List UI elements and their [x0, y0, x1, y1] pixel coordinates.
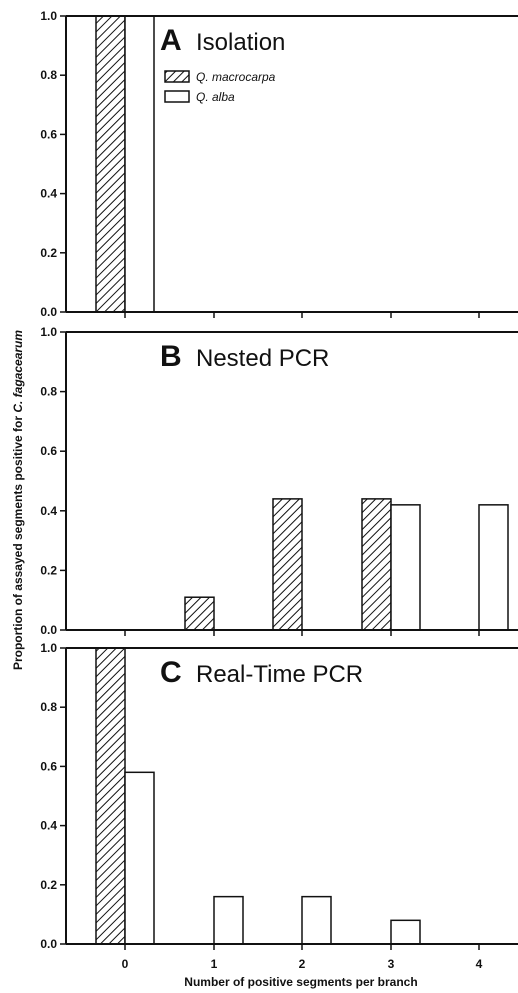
panel-title: Nested PCR	[196, 345, 329, 372]
x-axis-label: Number of positive segments per branch	[184, 975, 417, 989]
y-tick-label: 0.6	[40, 444, 57, 458]
bar-c-alba-3	[390, 919, 421, 945]
y-tick-label: 0.2	[40, 563, 57, 577]
legend-label-alba: Q. alba	[196, 90, 235, 104]
y-tick-label: 0.2	[40, 878, 57, 892]
bar-c-alba-2	[301, 895, 332, 945]
panel-a: 0.0 0.2 0.4 0.6 0.8 1.0 A Isolation	[40, 9, 518, 319]
y-tick-label: 0.6	[40, 759, 57, 773]
y-tick-label: 0.4	[40, 819, 57, 833]
y-tick-label: 0.8	[40, 385, 57, 399]
bar-c-alba-0	[124, 771, 155, 945]
panel-letter: B	[160, 340, 182, 373]
y-axis-label-species: C. fagacearum	[11, 330, 25, 413]
panel-letter: A	[160, 24, 182, 57]
x-tick-label: 2	[299, 957, 306, 971]
bar-a-macrocarpa-0	[95, 15, 126, 313]
legend-swatch-alba	[164, 90, 190, 103]
y-axis-label: Proportion of assayed segments positive …	[11, 330, 25, 670]
y-tick-label: 0.2	[40, 246, 57, 260]
panel-c: 0.0 0.2 0.4 0.6 0.8 1.0 0 1 2 3 4 C Real-Time PCR	[40, 641, 518, 971]
bar-b-macrocarpa-2	[272, 498, 303, 631]
bar-b-alba-3	[390, 504, 421, 631]
y-tick-label: 0.6	[40, 127, 57, 141]
legend: Q. macrocarpa Q. alba	[164, 70, 276, 104]
panel-title: Isolation	[196, 29, 285, 56]
legend-label-macrocarpa: Q. macrocarpa	[196, 70, 276, 84]
y-tick-label: 0.0	[40, 937, 57, 951]
y-tick-label: 1.0	[40, 325, 57, 339]
y-tick-label: 1.0	[40, 641, 57, 655]
bar-b-alba-4	[478, 504, 509, 631]
x-tick-label: 3	[388, 957, 395, 971]
x-tick-label: 1	[211, 957, 218, 971]
x-tick-label: 4	[476, 957, 483, 971]
y-tick-label: 0.4	[40, 187, 57, 201]
bar-c-alba-1	[213, 895, 244, 945]
y-tick-label: 0.0	[40, 623, 57, 637]
y-tick-label: 0.0	[40, 305, 57, 319]
chart-panels: 0.0 0.2 0.4 0.6 0.8 1.0 A Isolation 0.0 0.2 0.4 0.6…	[40, 9, 518, 971]
bar-a-alba-0	[124, 15, 155, 313]
y-axis-label-prefix: Proportion of assayed segments positive …	[11, 413, 25, 670]
bar-b-macrocarpa-3	[361, 498, 392, 631]
bar-b-macrocarpa-1	[184, 596, 215, 631]
y-tick-label: 0.8	[40, 68, 57, 82]
y-tick-label: 0.4	[40, 504, 57, 518]
panel-title: Real-Time PCR	[196, 661, 363, 688]
x-tick-label: 0	[122, 957, 129, 971]
y-tick-label: 1.0	[40, 9, 57, 23]
panel-b: 0.0 0.2 0.4 0.6 0.8 1.0 B Nested PCR	[40, 325, 518, 637]
panel-letter: C	[160, 656, 182, 689]
legend-swatch-macrocarpa	[164, 70, 190, 83]
bar-c-macrocarpa-0	[95, 647, 126, 945]
y-tick-label: 0.8	[40, 700, 57, 714]
